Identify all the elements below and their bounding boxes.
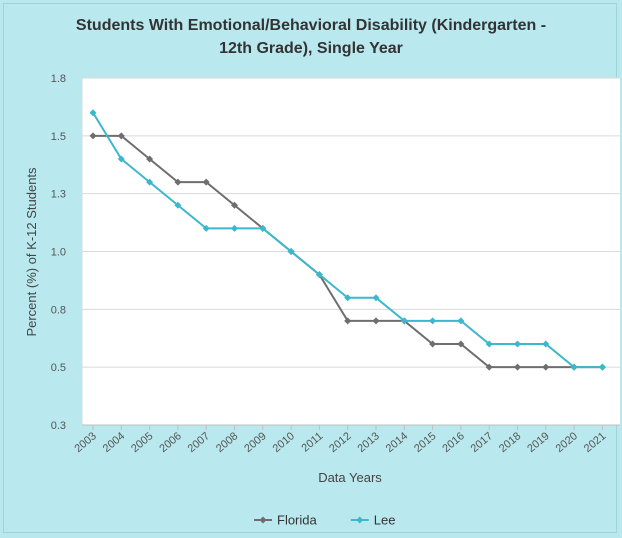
y-tick-label: 0.3	[51, 420, 66, 432]
y-tick-label: 1.0	[51, 247, 66, 259]
x-tick-label: 2005	[129, 430, 155, 455]
legend-label: Lee	[374, 513, 396, 528]
data-point-florida[interactable]	[514, 363, 521, 371]
x-tick-label: 2010	[271, 430, 297, 455]
data-point-lee[interactable]	[202, 224, 210, 232]
data-point-florida[interactable]	[372, 317, 380, 325]
data-point-florida[interactable]	[429, 340, 437, 348]
y-axis-label: Percent (%) of K-12 Students	[24, 167, 39, 337]
y-tick-label: 0.8	[51, 304, 66, 316]
y-tick-label: 0.5	[51, 362, 66, 374]
data-point-lee[interactable]	[570, 363, 578, 371]
y-tick-label: 1.5	[51, 131, 66, 143]
x-axis-ticks: 2003 2004 2005 2006 2007 2008 2009 2010 2011 2012…	[72, 425, 608, 455]
data-point-lee[interactable]	[117, 155, 125, 163]
data-point-lee[interactable]	[457, 317, 465, 325]
data-point-lee[interactable]	[146, 178, 154, 186]
y-axis-ticks: 0.3 0.5 0.8 1.0 1.3 1.5 1.8	[51, 73, 66, 432]
x-tick-label: 2006	[157, 430, 183, 455]
x-tick-label: 2019	[525, 430, 551, 455]
chart-title-line-2: 12th Grade), Single Year	[219, 40, 403, 57]
data-point-lee[interactable]	[372, 294, 380, 302]
data-point-lee[interactable]	[287, 248, 295, 255]
data-point-florida[interactable]	[117, 132, 125, 140]
y-tick-label: 1.8	[51, 73, 66, 85]
x-tick-label: 2008	[214, 430, 240, 455]
x-tick-label: 2013	[355, 430, 381, 455]
legend-item-lee[interactable]: Lee	[350, 513, 396, 528]
data-point-lee[interactable]	[485, 340, 493, 348]
x-tick-label: 2011	[299, 430, 325, 454]
data-point-lee[interactable]	[89, 109, 97, 117]
x-tick-label: 2018	[497, 430, 523, 455]
data-point-florida[interactable]	[146, 155, 154, 163]
data-point-lee[interactable]	[400, 317, 408, 325]
data-point-lee[interactable]	[259, 224, 267, 232]
data-point-florida[interactable]	[457, 340, 465, 348]
x-tick-label: 2007	[186, 430, 212, 455]
data-point-lee[interactable]	[514, 340, 521, 348]
data-point-lee[interactable]	[344, 294, 352, 302]
data-point-florida[interactable]	[202, 178, 210, 186]
x-tick-label: 2009	[242, 430, 268, 455]
y-tick-label: 1.3	[51, 189, 66, 201]
data-point-lee[interactable]	[174, 201, 182, 209]
chart-title-line-1: Students With Emotional/Behavioral Disab…	[75, 17, 547, 34]
data-point-florida[interactable]	[231, 201, 238, 209]
data-point-lee[interactable]	[231, 224, 238, 232]
legend: Florida Lee	[254, 513, 396, 528]
x-tick-label: 2003	[72, 430, 98, 455]
x-axis-label: Data Years	[318, 470, 382, 485]
data-point-florida[interactable]	[174, 178, 182, 186]
x-tick-label: 2004	[101, 430, 127, 455]
legend-label: Florida	[277, 513, 318, 528]
legend-swatch-marker	[356, 516, 364, 524]
legend-swatch-marker	[259, 516, 267, 524]
x-tick-label: 2016	[440, 430, 466, 455]
x-tick-label: 2014	[384, 430, 410, 455]
data-point-lee[interactable]	[429, 317, 437, 325]
data-point-florida[interactable]	[485, 363, 493, 371]
data-point-florida[interactable]	[542, 363, 550, 371]
x-tick-label: 2015	[412, 430, 438, 455]
data-point-lee[interactable]	[315, 271, 323, 279]
data-point-lee[interactable]	[598, 363, 606, 371]
data-point-florida[interactable]	[89, 132, 97, 140]
x-tick-label: 2020	[554, 430, 580, 455]
x-tick-label: 2012	[327, 430, 353, 455]
gridlines	[81, 77, 620, 426]
data-point-florida[interactable]	[344, 317, 352, 325]
data-point-lee[interactable]	[542, 340, 550, 348]
legend-item-florida[interactable]: Florida	[254, 513, 318, 528]
chart-title: Students With Emotional/Behavioral Disab…	[0, 14, 622, 60]
x-tick-label: 2021	[582, 430, 608, 455]
series-layer	[89, 109, 606, 371]
x-tick-label: 2017	[469, 430, 495, 455]
